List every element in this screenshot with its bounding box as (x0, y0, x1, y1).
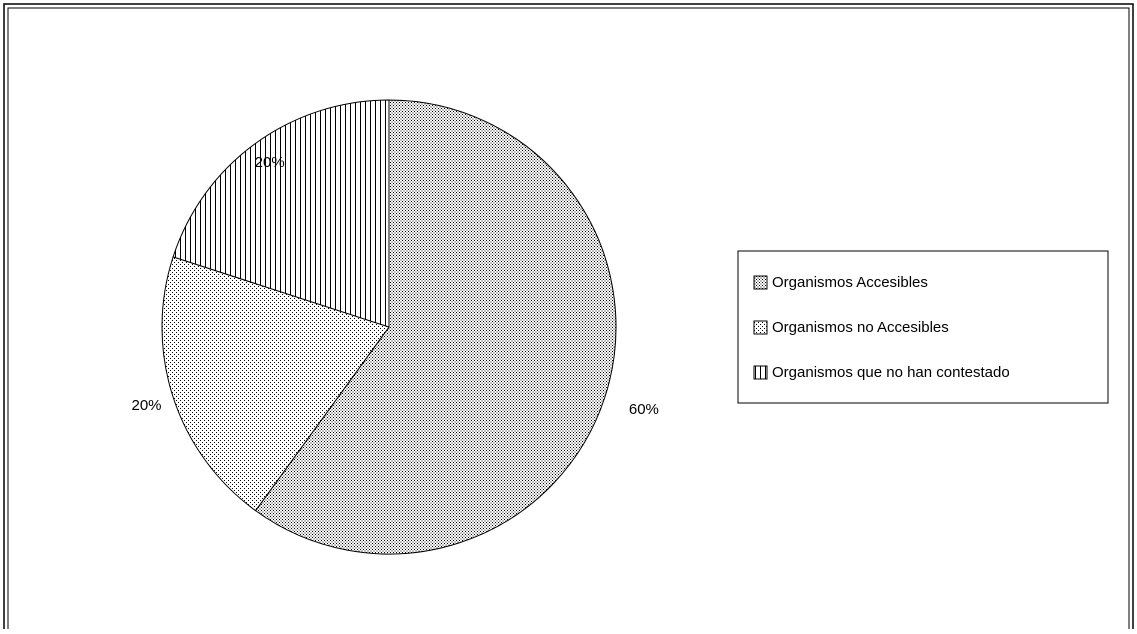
legend-label-1: Organismos Accesibles (772, 274, 928, 291)
legend-swatch-2 (753, 320, 768, 335)
pie-slice-2 (161, 256, 390, 512)
slice-value-label: 20% (255, 154, 285, 171)
pie-value-labels: 60% 20% 20% (131, 154, 658, 418)
legend-swatch-3 (753, 365, 768, 380)
legend: Organismos Accesibles Organismos no Acces… (737, 250, 1109, 404)
slice-value-label: 20% (131, 397, 161, 414)
legend-swatch-1 (753, 275, 768, 290)
outer-border (3, 3, 1134, 634)
slice-value-label: 60% (629, 401, 659, 418)
legend-box (737, 250, 1109, 404)
pie-slice-1 (254, 99, 617, 555)
legend-label-2: Organismos no Accesibles (772, 319, 949, 336)
inner-border (7, 7, 1130, 634)
legend-label-3: Organismos que no han contestado (772, 364, 1010, 381)
pie-slices (161, 99, 617, 555)
pie-slice-3 (172, 99, 390, 328)
